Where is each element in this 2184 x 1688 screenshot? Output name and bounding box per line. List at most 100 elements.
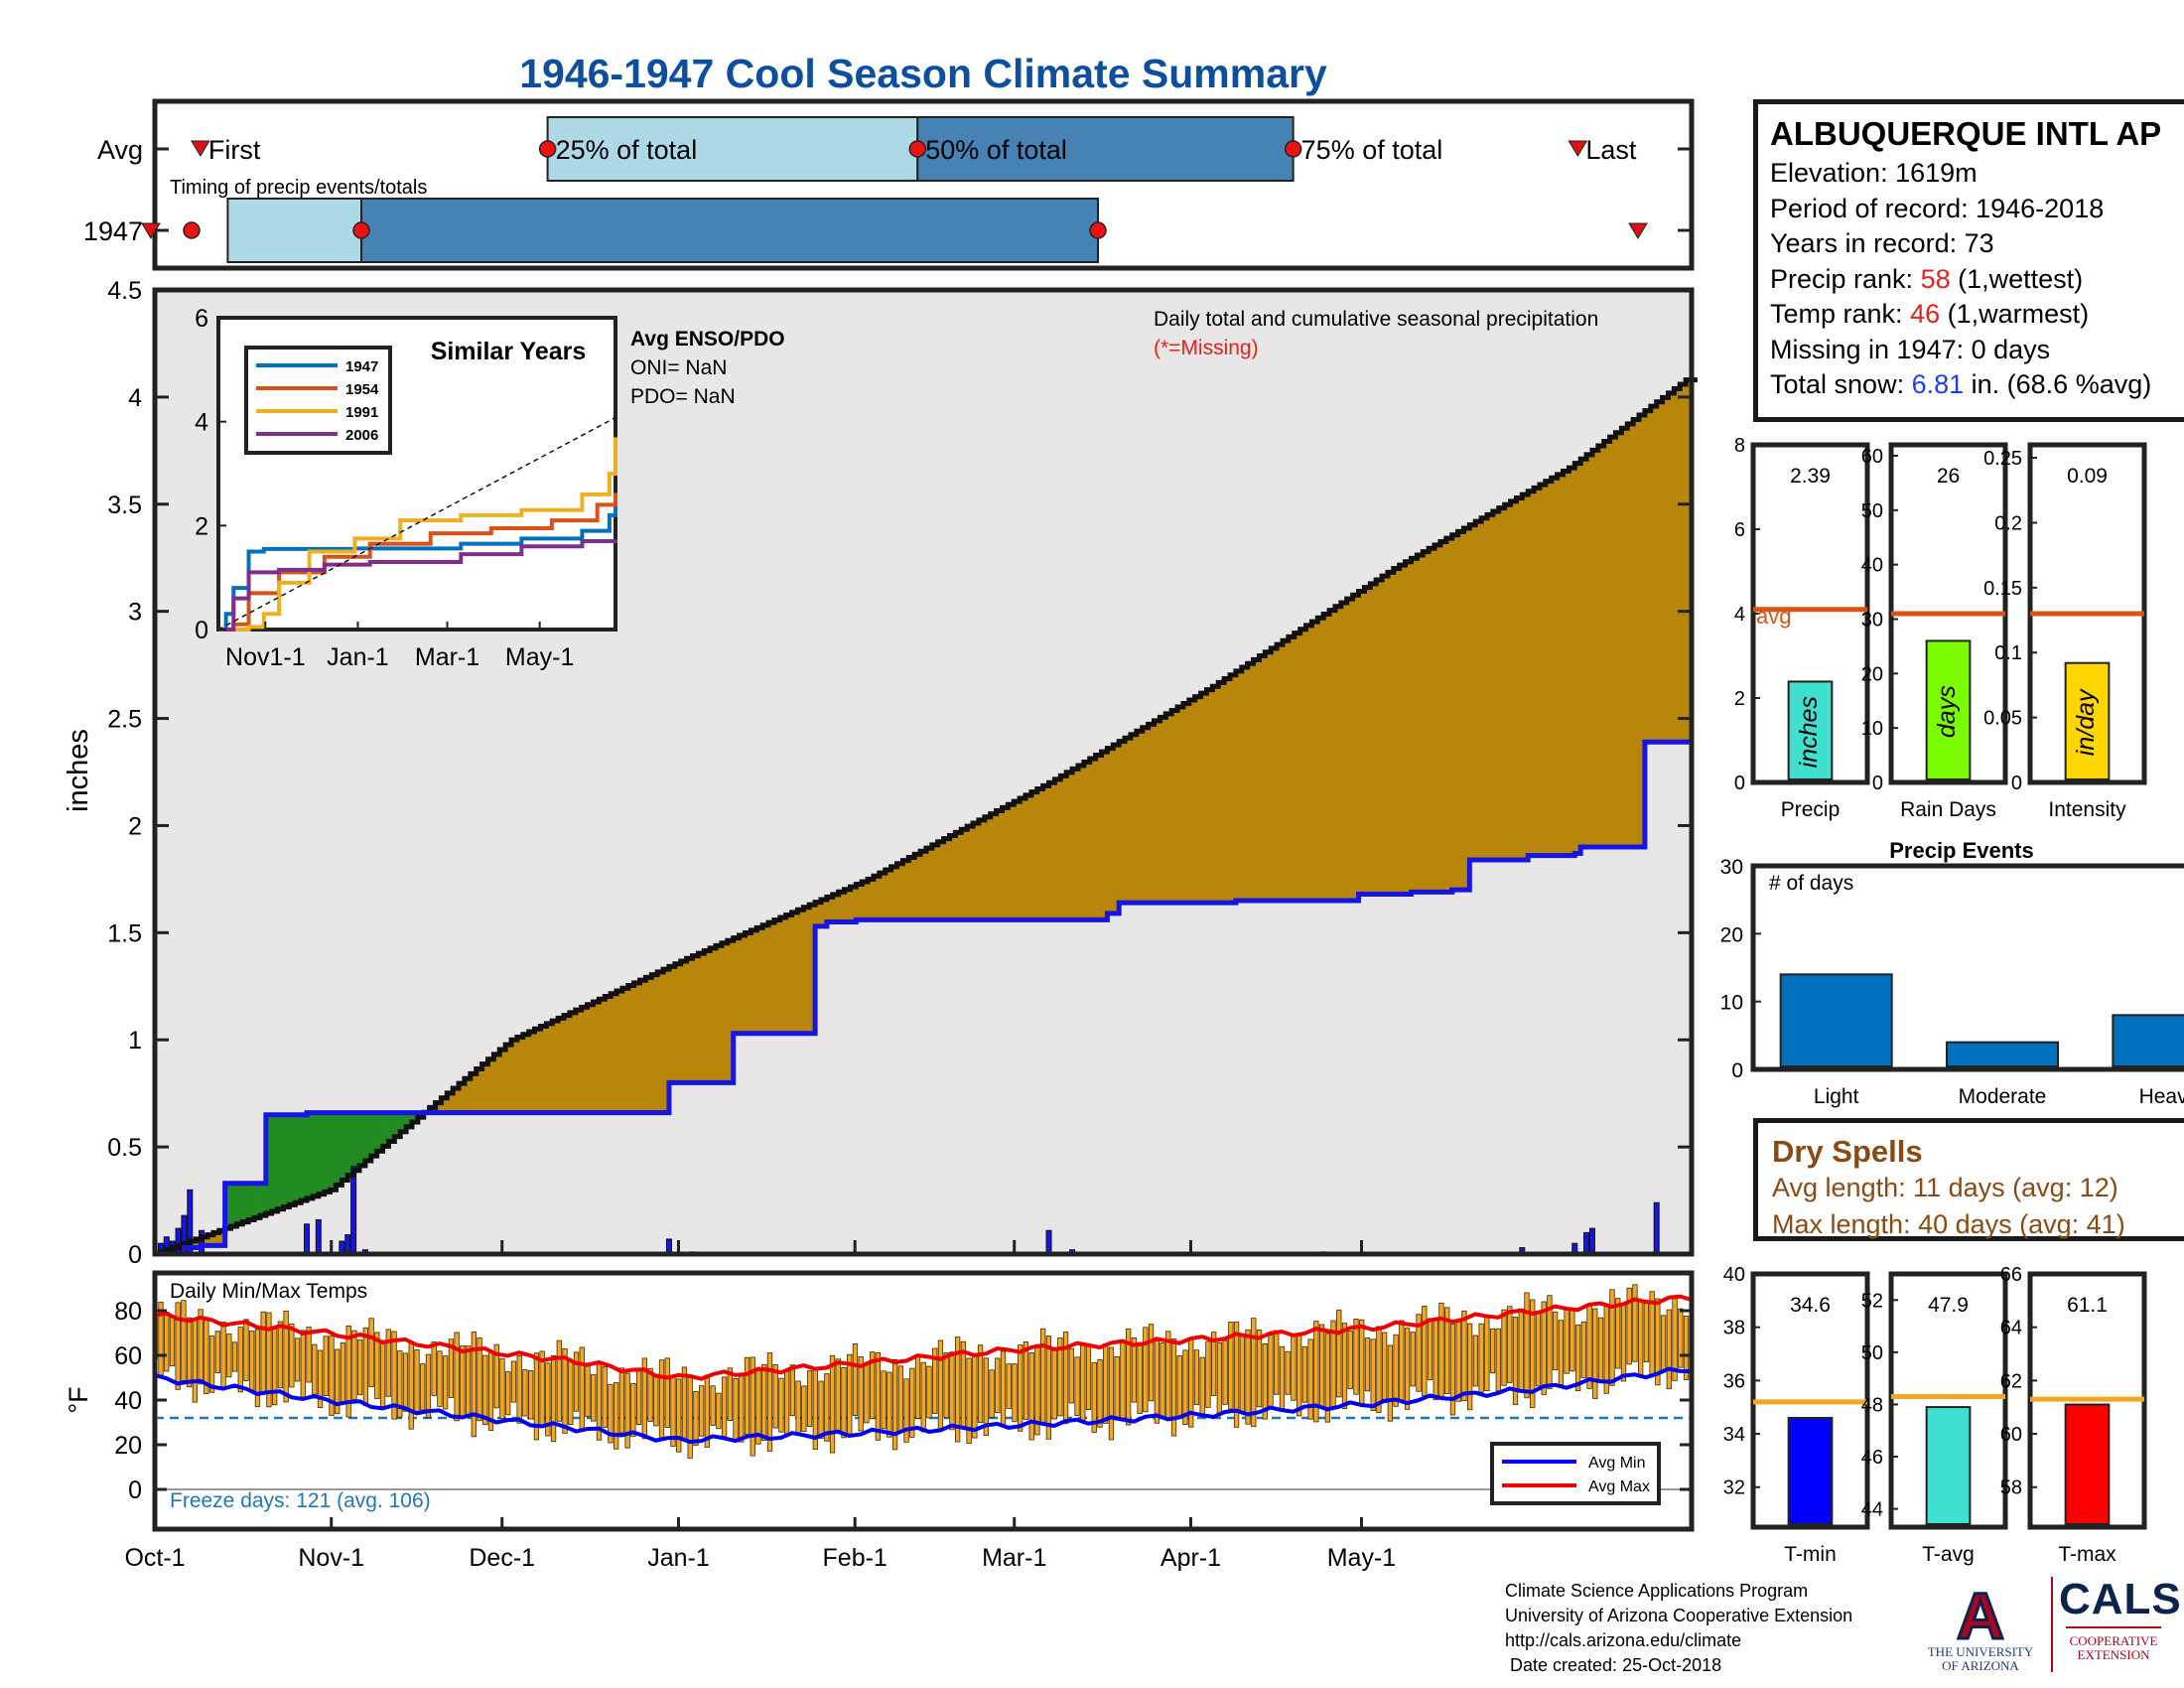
area-slice	[943, 837, 951, 920]
daily-temp-bar	[995, 1357, 1001, 1414]
area-slice	[1002, 805, 1009, 920]
daily-temp-bar	[391, 1331, 397, 1420]
area-slice	[850, 885, 857, 922]
temp-chart-title: Daily Min/Max Temps	[170, 1280, 367, 1303]
ua-name-line-1: THE UNIVERSITY	[1927, 1644, 2034, 1659]
area-slice	[797, 909, 804, 1034]
timing-triangle-first	[190, 140, 210, 157]
daily-temp-bar	[1239, 1335, 1245, 1413]
area-slice	[230, 1183, 238, 1225]
daily-temp-bar	[926, 1365, 932, 1419]
daily-temp-bar	[1489, 1328, 1496, 1374]
daily-temp-bar	[733, 1378, 739, 1441]
area-slice	[248, 1183, 255, 1219]
area-slice	[721, 941, 729, 1083]
summary-panel-tick-label: 40	[1723, 1264, 1745, 1286]
daily-temp-bar	[556, 1339, 562, 1422]
area-slice	[236, 1183, 243, 1223]
summary-panel-tick-label: 60	[2000, 1424, 2022, 1446]
area-slice	[1382, 574, 1389, 895]
daily-temp-bar	[1524, 1292, 1530, 1399]
daily-temp-bar	[1006, 1363, 1012, 1409]
main-y-tick-label: 3.5	[107, 492, 142, 519]
station-info-box: ALBUQUERQUE INTL AP Elevation: 1619m Per…	[1753, 99, 2184, 422]
area-slice	[1668, 390, 1675, 743]
daily-temp-bar	[721, 1376, 728, 1438]
coop-line-2: EXTENSION	[2077, 1647, 2150, 1662]
temp-y-tick-label: 40	[114, 1387, 142, 1415]
daily-temp-bar	[431, 1341, 437, 1396]
daily-temp-bar	[1160, 1342, 1165, 1417]
area-slice	[1445, 536, 1453, 893]
area-slice	[283, 1114, 290, 1206]
area-slice	[388, 1112, 395, 1140]
daily-temp-bar	[1228, 1322, 1234, 1410]
area-slice	[1113, 743, 1120, 914]
daily-temp-bar	[294, 1337, 301, 1382]
daily-temp-bar	[1182, 1349, 1188, 1426]
month-label: May-1	[1327, 1544, 1396, 1572]
daily-temp-bar	[260, 1311, 266, 1393]
area-slice	[809, 903, 816, 1034]
temp-rank-value: 46	[1910, 299, 1941, 329]
daily-temp-bar	[795, 1380, 801, 1435]
main-y-ticks: 0 0.5 1 1.5 2 2.5 3 3.5 4 4.5	[107, 277, 1692, 1269]
summary-panel-tick-label: 50	[1861, 1342, 1883, 1364]
summary-panel-tick-label: 6	[1734, 519, 1745, 541]
area-slice	[254, 1183, 261, 1217]
area-slice	[295, 1114, 302, 1202]
area-slice	[1317, 616, 1324, 901]
area-slice	[1048, 780, 1056, 920]
daily-temp-bar	[835, 1358, 841, 1432]
daily-temp-bar	[870, 1351, 876, 1420]
daily-temp-bar	[949, 1351, 955, 1431]
summary-panel-tick-label: 8	[1734, 435, 1745, 457]
area-slice	[1551, 476, 1559, 856]
daily-temp-bar	[1541, 1301, 1547, 1395]
area-slice	[862, 880, 869, 920]
area-slice	[1259, 653, 1266, 901]
daily-temp-bar	[340, 1341, 346, 1403]
daily-temp-bar	[1609, 1289, 1615, 1386]
temp-y-tick-label: 20	[114, 1432, 142, 1460]
area-slice	[511, 1038, 518, 1113]
daily-temp-bar	[824, 1373, 830, 1442]
area-slice	[271, 1114, 279, 1210]
inset-legend-label: 2006	[345, 427, 378, 444]
daily-temp-bar	[408, 1341, 414, 1430]
timing-1947-dot	[1089, 221, 1107, 239]
daily-temp-bar	[243, 1319, 249, 1381]
daily-temp-bar	[1301, 1345, 1308, 1403]
daily-temp-bar	[983, 1357, 989, 1437]
daily-temp-bar	[1114, 1355, 1120, 1421]
daily-temp-bar	[1074, 1356, 1080, 1417]
area-slice	[996, 808, 1004, 920]
area-slice	[791, 911, 799, 1034]
area-slice	[868, 877, 875, 920]
area-slice	[1125, 736, 1132, 904]
daily-temp-bar	[670, 1375, 676, 1447]
area-slice	[1557, 473, 1565, 856]
daily-temp-bar	[214, 1331, 220, 1373]
daily-temp-bar	[1057, 1337, 1063, 1417]
area-slice	[1101, 750, 1109, 920]
summary-panel-tick-label: 60	[1861, 446, 1883, 468]
inset-y-tick-label: 2	[195, 512, 208, 540]
area-slice	[605, 995, 612, 1113]
summary-panel-inner-label: days	[1933, 685, 1961, 738]
daily-temp-bar	[1586, 1305, 1592, 1389]
daily-temp-bar	[425, 1353, 432, 1418]
area-slice	[1387, 570, 1395, 895]
area-slice	[1072, 767, 1079, 920]
area-slice	[879, 871, 887, 920]
daily-temp-bar	[1370, 1338, 1376, 1411]
area-slice	[1107, 746, 1114, 914]
inset-average-line	[217, 416, 616, 631]
area-slice	[621, 986, 629, 1113]
daily-temp-bar	[641, 1357, 647, 1440]
area-slice	[844, 888, 852, 922]
area-slice	[406, 1112, 413, 1125]
daily-temp-bar	[1285, 1350, 1291, 1395]
area-slice	[569, 1011, 577, 1113]
daily-temp-bar	[1080, 1344, 1086, 1421]
